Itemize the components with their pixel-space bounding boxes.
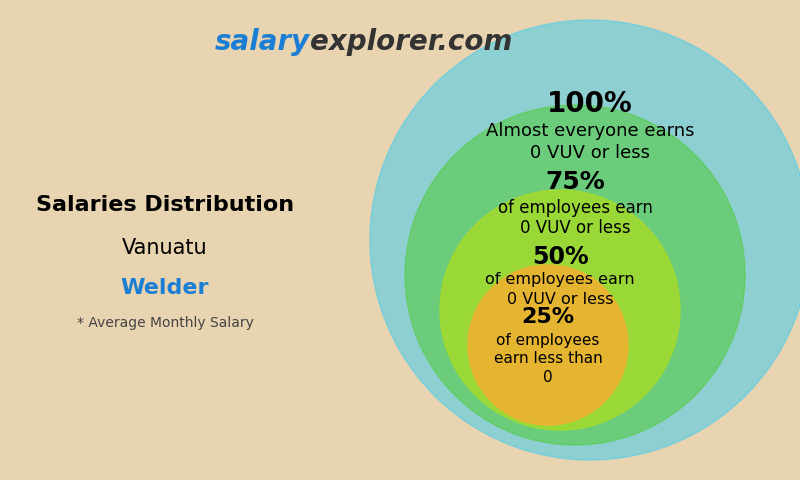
Text: 50%: 50% [532, 245, 588, 269]
Text: Almost everyone earns: Almost everyone earns [486, 122, 694, 140]
Text: 0 VUV or less: 0 VUV or less [506, 292, 614, 307]
Text: Salaries Distribution: Salaries Distribution [36, 195, 294, 215]
Text: salary: salary [214, 28, 310, 56]
Text: 75%: 75% [545, 170, 605, 194]
Circle shape [405, 105, 745, 445]
Text: 0 VUV or less: 0 VUV or less [530, 144, 650, 162]
Circle shape [468, 265, 628, 425]
Text: explorer.com: explorer.com [310, 28, 512, 56]
Text: of employees: of employees [496, 333, 600, 348]
Text: 25%: 25% [522, 307, 574, 327]
Text: earn less than: earn less than [494, 351, 602, 366]
Text: 100%: 100% [547, 90, 633, 118]
Text: Welder: Welder [121, 278, 210, 298]
Text: Vanuatu: Vanuatu [122, 238, 208, 258]
Circle shape [440, 190, 680, 430]
Circle shape [370, 20, 800, 460]
Text: of employees earn: of employees earn [485, 272, 635, 287]
Text: of employees earn: of employees earn [498, 199, 653, 217]
Text: * Average Monthly Salary: * Average Monthly Salary [77, 316, 254, 330]
Text: 0: 0 [543, 370, 553, 385]
Text: 0 VUV or less: 0 VUV or less [520, 219, 630, 237]
